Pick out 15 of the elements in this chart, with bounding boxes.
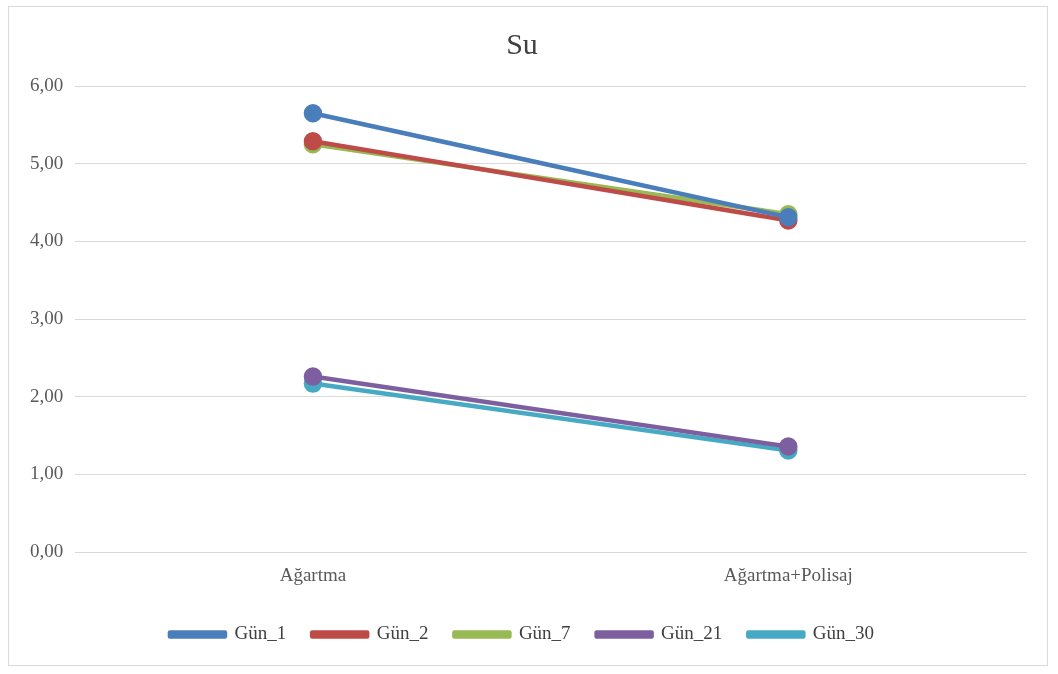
y-tick-label: 4,00 — [30, 229, 64, 251]
x-tick-label: Ağartma — [279, 563, 347, 585]
y-tick-label: 3,00 — [30, 307, 64, 329]
x-tick-label: Ağartma+Polisaj — [723, 563, 853, 585]
legend-label: Gün_7 — [518, 622, 571, 644]
chart-title: Su — [506, 26, 538, 60]
legend-label: Gün_21 — [661, 622, 723, 644]
legend-label: Gün_1 — [234, 622, 287, 644]
y-tick-label: 0,00 — [30, 540, 64, 562]
y-tick-label: 1,00 — [30, 462, 64, 484]
legend-label: Gün_2 — [376, 622, 429, 644]
y-tick-label: 6,00 — [30, 73, 64, 95]
y-tick-label: 2,00 — [30, 384, 64, 406]
y-tick-label: 5,00 — [30, 151, 64, 173]
legend-label: Gün_30 — [812, 622, 875, 644]
